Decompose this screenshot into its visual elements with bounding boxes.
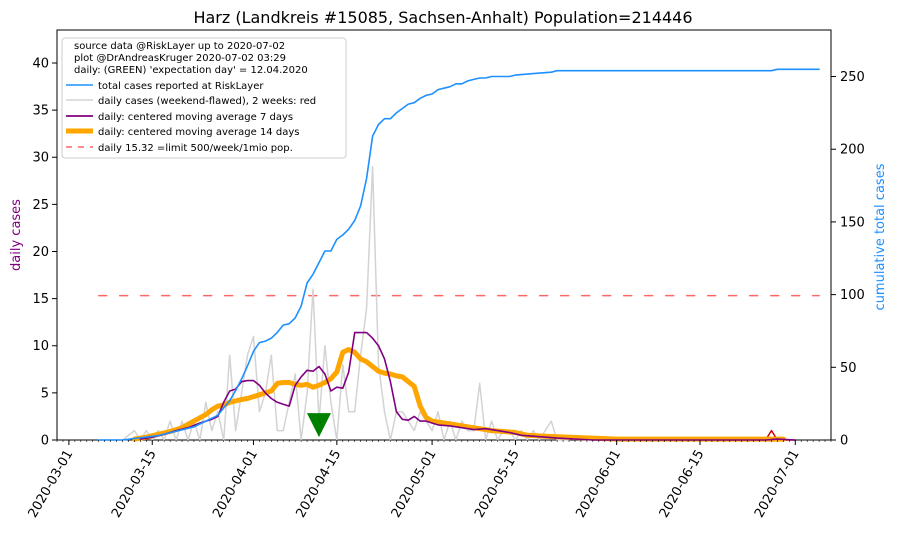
y-right-tick-label: 250: [840, 70, 865, 85]
y-left-tick-label: 5: [41, 386, 49, 401]
y-right-tick-label: 50: [840, 361, 857, 376]
x-tick-label: 2020-06-15: [657, 448, 708, 521]
x-tick-label: 2020-04-15: [294, 448, 345, 521]
legend-label-limit: daily 15.32 =limit 500/week/1mio pop.: [98, 143, 293, 154]
y-left-tick-label: 10: [32, 339, 49, 354]
daily-raw-layer: [97, 165, 570, 441]
legend-label-ma14: daily: centered moving average 14 days: [98, 127, 299, 138]
y-right-tick-label: 150: [840, 215, 865, 230]
x-tick-label: 2020-05-01: [389, 448, 440, 521]
daily-raw-line: [97, 165, 570, 441]
cumulative-line: [97, 68, 820, 441]
y-left-tick-label: 35: [32, 104, 49, 119]
legend-box: [61, 37, 347, 159]
x-tick-label: 2020-03-15: [109, 448, 160, 521]
x-tick-label: 2020-07-01: [752, 448, 803, 521]
chart-title: Harz (Landkreis #15085, Sachsen-Anhalt) …: [193, 8, 692, 27]
x-tick-label: 2020-06-01: [573, 448, 624, 521]
x-tick-label: 2020-05-15: [472, 448, 523, 521]
y-axis-right: 0 50 100 150 200 250: [831, 70, 865, 449]
legend-label-daily-raw: daily cases (weekend-flawed), 2 weeks: r…: [98, 96, 316, 107]
y-left-tick-label: 15: [32, 292, 49, 307]
y-axis-left: 0 5 10 15 20 25 30 35 40: [32, 56, 57, 449]
ma14-line: [131, 347, 786, 442]
x-axis: 2020-03-01 2020-03-15 2020-04-01 2020-04-15…: [26, 440, 832, 521]
y-right-tick-label: 200: [840, 143, 865, 158]
y-right-tick-label: 100: [840, 288, 865, 303]
y-left-tick-label: 0: [41, 434, 49, 449]
y-left-tick-label: 40: [32, 56, 49, 71]
legend-label-cumulative: total cases reported at RiskLayer: [98, 81, 264, 92]
legend-info-line-1: source data @RiskLayer up to 2020-07-02: [74, 41, 285, 52]
y-left-tick-label: 30: [32, 151, 49, 166]
legend-info-line-2: plot @DrAndreasKruger 2020-07-02 03:29: [74, 53, 286, 64]
expectation-marker-layer: [306, 413, 331, 438]
ma7-layer: [139, 331, 797, 441]
ma14-layer: [131, 347, 786, 442]
ma7-line: [139, 331, 797, 441]
cumulative-layer: [97, 68, 820, 441]
y-axis-left-label: daily cases: [9, 199, 24, 271]
y-left-tick-label: 25: [32, 198, 49, 213]
x-tick-label: 2020-03-01: [26, 448, 77, 521]
x-tick-label: 2020-04-01: [210, 448, 261, 521]
y-axis-right-label: cumulative total cases: [873, 163, 888, 310]
expectation-day-marker: [306, 413, 331, 438]
legend: source data @RiskLayer up to 2020-07-02 …: [61, 37, 347, 159]
legend-label-ma7: daily: centered moving average 7 days: [98, 112, 293, 123]
y-left-tick-label: 20: [32, 245, 49, 260]
y-right-tick-label: 0: [840, 434, 848, 449]
legend-info-line-3: daily: (GREEN) 'expectation day' = 12.04…: [74, 65, 308, 76]
